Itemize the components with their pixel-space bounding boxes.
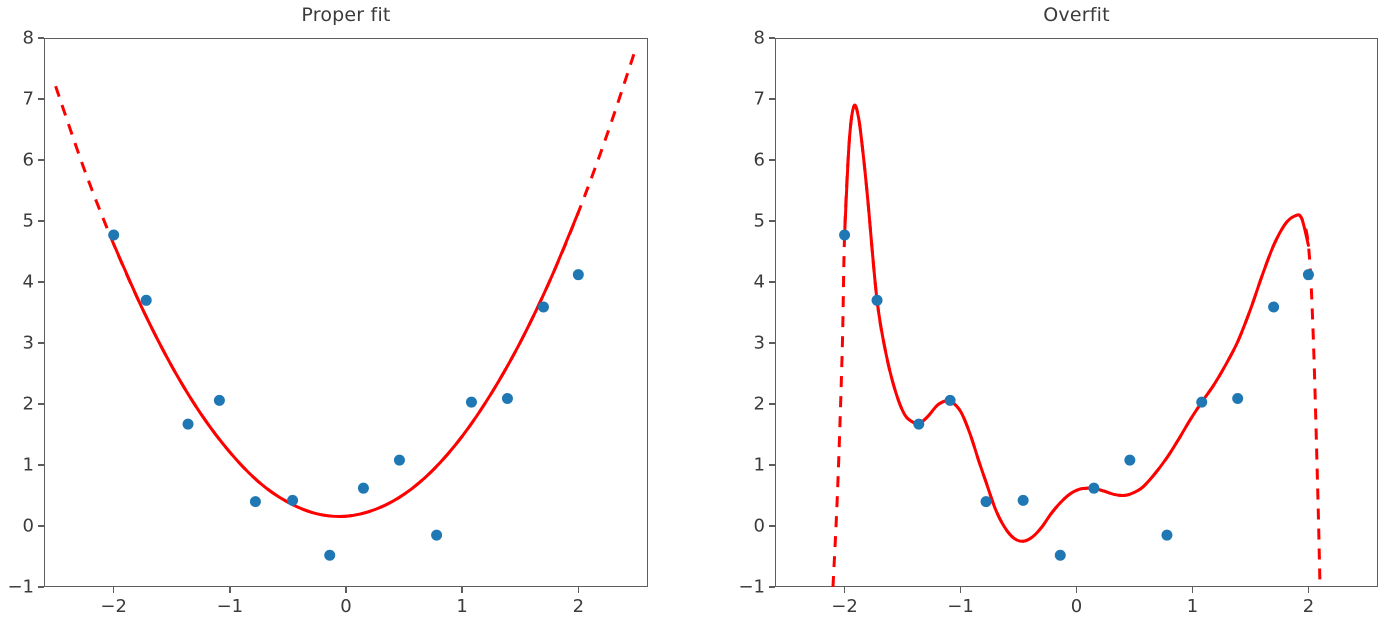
y-tick-mark bbox=[769, 464, 775, 466]
scatter-point bbox=[1088, 482, 1100, 494]
x-tick-mark bbox=[577, 587, 580, 593]
scatter-point bbox=[1196, 396, 1208, 408]
scatter-point bbox=[537, 301, 549, 313]
y-tick-label: 2 bbox=[22, 393, 34, 415]
scatter-point bbox=[357, 482, 369, 494]
y-tick-label: 5 bbox=[753, 210, 765, 232]
fit-curve-extrapolated bbox=[831, 103, 1322, 587]
scatter-point bbox=[1124, 454, 1136, 466]
x-tick-mark bbox=[461, 587, 463, 593]
y-tick-label: 3 bbox=[753, 332, 765, 354]
scatter-point bbox=[108, 229, 120, 241]
scatter-point bbox=[944, 394, 956, 406]
y-tick-mark bbox=[38, 159, 44, 161]
scatter-point bbox=[871, 294, 883, 306]
y-tick-label: 7 bbox=[22, 88, 34, 110]
y-tick-mark bbox=[769, 281, 775, 283]
scatter-point bbox=[913, 418, 925, 430]
plot-data-layer bbox=[831, 103, 1322, 587]
x-tick-label: −1 bbox=[947, 596, 974, 617]
chart-panel-proper-fit: Proper fit −1 0 1 2 3 4 5 6 7 8 −2 −1 0 1 2 bbox=[7, 4, 648, 617]
y-tick-label: 5 bbox=[22, 210, 34, 232]
x-tick-label: 1 bbox=[456, 596, 468, 617]
y-tick-mark bbox=[38, 37, 44, 39]
scatter-point bbox=[1268, 301, 1280, 313]
scatter-point bbox=[182, 418, 194, 430]
y-tick-mark bbox=[38, 342, 44, 344]
scatter-point bbox=[324, 549, 336, 561]
scatter-point bbox=[465, 396, 477, 408]
scatter-point bbox=[1054, 549, 1066, 561]
y-tick-mark bbox=[769, 220, 775, 222]
plot-area bbox=[775, 38, 1378, 587]
x-tick-label: 0 bbox=[340, 596, 352, 617]
x-tick-label: 2 bbox=[572, 596, 585, 617]
y-tick-label: 7 bbox=[753, 88, 765, 110]
x-tick-label: −2 bbox=[831, 596, 858, 617]
scatter-point bbox=[249, 496, 261, 508]
y-tick-mark bbox=[38, 220, 44, 222]
y-tick-mark bbox=[769, 403, 775, 405]
x-tick-label: 1 bbox=[1186, 596, 1199, 617]
y-tick-mark bbox=[38, 525, 44, 527]
y-tick-label: −1 bbox=[7, 576, 34, 598]
y-tick-mark bbox=[769, 37, 775, 39]
x-tick-label: 2 bbox=[1302, 596, 1315, 617]
y-tick-label: 2 bbox=[753, 393, 765, 415]
y-tick-mark bbox=[769, 159, 775, 161]
chart-title: Overfit bbox=[1043, 4, 1110, 26]
scatter-point bbox=[1302, 269, 1314, 281]
scatter-point bbox=[431, 529, 443, 541]
x-tick-mark bbox=[229, 587, 231, 593]
chart-title: Proper fit bbox=[301, 4, 391, 26]
y-tick-mark bbox=[38, 586, 44, 588]
y-tick-label: 4 bbox=[22, 271, 34, 293]
y-tick-mark bbox=[38, 98, 44, 100]
y-tick-label: 6 bbox=[22, 149, 34, 171]
x-tick-mark bbox=[112, 587, 115, 593]
x-tick-label: −2 bbox=[100, 596, 127, 617]
y-tick-label: 8 bbox=[753, 27, 765, 49]
scatter-point bbox=[393, 454, 405, 466]
scatter-point bbox=[501, 393, 513, 405]
scatter-point bbox=[1161, 529, 1173, 541]
x-tick-mark bbox=[345, 587, 347, 593]
y-tick-mark bbox=[38, 464, 44, 466]
y-tick-label: 4 bbox=[753, 271, 765, 293]
fit-curve bbox=[112, 210, 580, 518]
scatter-point bbox=[140, 294, 152, 306]
scatter-point bbox=[839, 229, 851, 241]
x-tick-mark bbox=[1075, 587, 1078, 593]
x-tick-mark bbox=[843, 587, 846, 593]
x-tick-mark bbox=[1307, 587, 1310, 593]
chart-panel-overfit: Overfit −1 0 1 2 3 4 5 6 7 8 −2 −1 0 1 2 bbox=[696, 0, 1391, 628]
y-tick-mark bbox=[769, 98, 775, 100]
scatter-point bbox=[1232, 393, 1244, 405]
scatter-point bbox=[1017, 494, 1029, 506]
y-tick-mark bbox=[769, 342, 775, 344]
y-tick-mark bbox=[769, 586, 775, 588]
scatter-point bbox=[213, 394, 225, 406]
y-tick-label: 3 bbox=[22, 332, 34, 354]
y-tick-mark bbox=[38, 281, 44, 283]
y-tick-label: 1 bbox=[22, 454, 34, 476]
x-tick-mark bbox=[1191, 587, 1194, 593]
fit-curve bbox=[843, 103, 1310, 543]
y-tick-label: 6 bbox=[753, 149, 765, 171]
plot-data-layer bbox=[54, 46, 638, 561]
y-tick-label: 0 bbox=[22, 515, 34, 537]
y-tick-mark bbox=[769, 525, 775, 527]
scatter-point bbox=[980, 496, 992, 508]
y-tick-label: 8 bbox=[22, 27, 34, 49]
y-tick-label: −1 bbox=[738, 576, 765, 598]
x-tick-label: −1 bbox=[216, 596, 244, 617]
y-tick-label: 1 bbox=[753, 454, 765, 476]
scatter-point bbox=[572, 269, 584, 281]
scatter-point bbox=[287, 494, 299, 506]
x-tick-label: 0 bbox=[1070, 596, 1083, 617]
y-tick-label: 0 bbox=[753, 515, 765, 537]
y-tick-mark bbox=[38, 403, 44, 405]
x-tick-mark bbox=[959, 587, 962, 593]
